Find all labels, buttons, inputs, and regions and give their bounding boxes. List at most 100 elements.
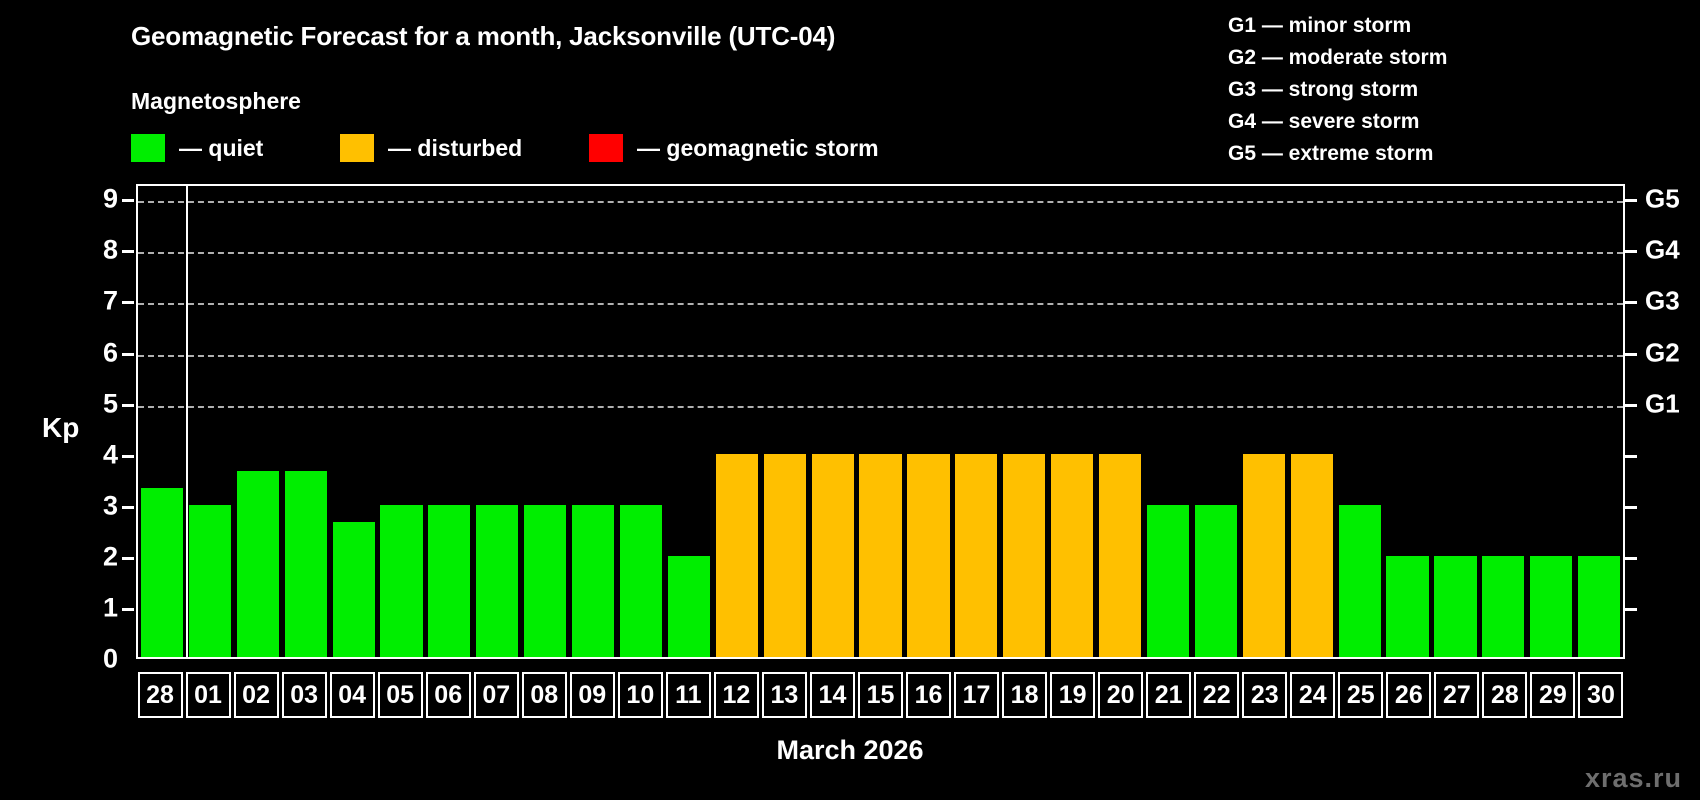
bar-cell bbox=[617, 186, 665, 657]
day-label-23: 23 bbox=[1242, 672, 1288, 718]
bar-day-10 bbox=[619, 505, 663, 657]
legend-label-disturbed: — disturbed bbox=[388, 134, 523, 161]
bar-day-08 bbox=[524, 505, 567, 657]
storm-scale-key: G1 — minor storm G2 — moderate storm G3 — … bbox=[1228, 10, 1447, 170]
day-label-09: 09 bbox=[569, 672, 615, 718]
bar-day-28 bbox=[140, 488, 184, 657]
day-label-28: 28 bbox=[1482, 672, 1528, 718]
day-label-16: 16 bbox=[906, 672, 952, 718]
bar-day-04 bbox=[332, 521, 375, 657]
g-scale-axis: G5 G4 G3 G2 G1 bbox=[1625, 184, 1700, 659]
gridline-kp-6 bbox=[138, 354, 1623, 357]
bar-cell bbox=[1192, 186, 1240, 657]
bar-day-14 bbox=[811, 454, 854, 657]
g-tick-label-g4: G4 bbox=[1645, 234, 1680, 265]
g-axis-minor-tick-kp-3 bbox=[1625, 505, 1637, 509]
y-tick-label-4: 4 bbox=[102, 439, 118, 470]
y-tick-label-2: 2 bbox=[102, 541, 118, 572]
gridline-kp-8 bbox=[138, 252, 1623, 255]
y-axis-title: Kp bbox=[42, 412, 80, 443]
bar-cell bbox=[1479, 186, 1527, 657]
y-tick-label-7: 7 bbox=[102, 285, 118, 316]
day-label-01: 01 bbox=[185, 672, 231, 718]
bar-cell bbox=[1000, 186, 1048, 657]
day-label-10: 10 bbox=[617, 672, 663, 718]
day-label-02: 02 bbox=[233, 672, 279, 718]
day-label-11: 11 bbox=[665, 672, 711, 718]
bar-cell bbox=[1527, 186, 1575, 657]
day-label-18: 18 bbox=[1002, 672, 1048, 718]
bar-cell bbox=[186, 186, 234, 657]
bar-day-01 bbox=[188, 505, 231, 657]
y-tick-label-9: 9 bbox=[102, 183, 118, 214]
legend-label-geomagnetic-storm: — geomagnetic storm bbox=[637, 134, 879, 161]
legend-item-disturbed: — disturbed bbox=[340, 133, 522, 163]
day-label-07: 07 bbox=[473, 672, 519, 718]
legend-item-geomagnetic-storm: — geomagnetic storm bbox=[589, 133, 879, 163]
day-label-17: 17 bbox=[954, 672, 1000, 718]
y-axis-ticks bbox=[122, 184, 136, 659]
bar-cell bbox=[1288, 186, 1336, 657]
bar-day-21 bbox=[1146, 505, 1190, 657]
y-tick-mark-7 bbox=[122, 301, 134, 305]
bar-cell bbox=[138, 186, 186, 657]
storm-scale-row-g1: G1 — minor storm bbox=[1228, 14, 1412, 37]
bar-day-22 bbox=[1194, 505, 1237, 657]
bar-day-11 bbox=[667, 555, 710, 657]
bar-series bbox=[138, 186, 1623, 657]
bar-cell bbox=[665, 186, 713, 657]
y-tick-mark-6 bbox=[122, 352, 134, 356]
bar-day-02 bbox=[236, 471, 279, 657]
day-label-20: 20 bbox=[1098, 672, 1144, 718]
bar-day-20 bbox=[1099, 454, 1142, 657]
day-label-27: 27 bbox=[1434, 672, 1480, 718]
x-axis-day-labels: 28 01 02 03 04 05 06 07 08 09 10 11 12 13 14 15 16 17 18 19… bbox=[136, 672, 1625, 718]
bar-day-25 bbox=[1338, 505, 1381, 657]
g-tick-label-g5: G5 bbox=[1645, 183, 1680, 214]
day-label-19: 19 bbox=[1050, 672, 1096, 718]
g-tick-mark-g2 bbox=[1625, 352, 1637, 356]
bar-day-29 bbox=[1530, 555, 1573, 657]
bar-cell bbox=[1048, 186, 1096, 657]
bar-day-26 bbox=[1386, 555, 1429, 657]
bar-day-05 bbox=[380, 505, 423, 657]
chart-subtitle: Magnetosphere bbox=[131, 88, 301, 114]
day-label-08: 08 bbox=[521, 672, 567, 718]
bar-cell bbox=[713, 186, 761, 657]
bar-day-19 bbox=[1051, 454, 1094, 657]
storm-scale-row-g3: G3 — strong storm bbox=[1228, 78, 1419, 101]
bar-day-27 bbox=[1434, 555, 1477, 657]
bar-cell bbox=[952, 186, 1000, 657]
day-label-22: 22 bbox=[1194, 672, 1240, 718]
day-label-06: 06 bbox=[425, 672, 471, 718]
y-tick-mark-5 bbox=[122, 403, 134, 407]
y-tick-mark-1 bbox=[122, 607, 134, 611]
g-tick-mark-g5 bbox=[1625, 199, 1637, 203]
y-tick-label-1: 1 bbox=[102, 592, 118, 623]
gridline-kp-5 bbox=[138, 405, 1623, 408]
bar-cell bbox=[761, 186, 809, 657]
legend-swatch-geomagnetic-storm bbox=[589, 134, 623, 162]
bar-cell bbox=[1144, 186, 1192, 657]
forecast-start-divider bbox=[185, 186, 188, 657]
legend-swatch-quiet bbox=[131, 134, 165, 162]
gridline-kp-7 bbox=[138, 303, 1623, 306]
day-label-25: 25 bbox=[1338, 672, 1384, 718]
bar-cell bbox=[330, 186, 378, 657]
bar-cell bbox=[1240, 186, 1288, 657]
bar-cell bbox=[234, 186, 282, 657]
bar-day-12 bbox=[715, 454, 758, 657]
bar-cell bbox=[473, 186, 521, 657]
y-tick-label-8: 8 bbox=[102, 234, 118, 265]
bar-day-23 bbox=[1242, 454, 1285, 657]
bar-day-13 bbox=[763, 454, 806, 657]
storm-scale-row-g5: G5 — extreme storm bbox=[1228, 142, 1434, 165]
bar-cell bbox=[1384, 186, 1432, 657]
day-label-13: 13 bbox=[761, 672, 807, 718]
y-tick-mark-3 bbox=[122, 505, 134, 509]
bar-day-28 bbox=[1482, 555, 1525, 657]
day-label-04: 04 bbox=[329, 672, 375, 718]
bar-day-15 bbox=[859, 454, 902, 657]
bar-cell bbox=[569, 186, 617, 657]
